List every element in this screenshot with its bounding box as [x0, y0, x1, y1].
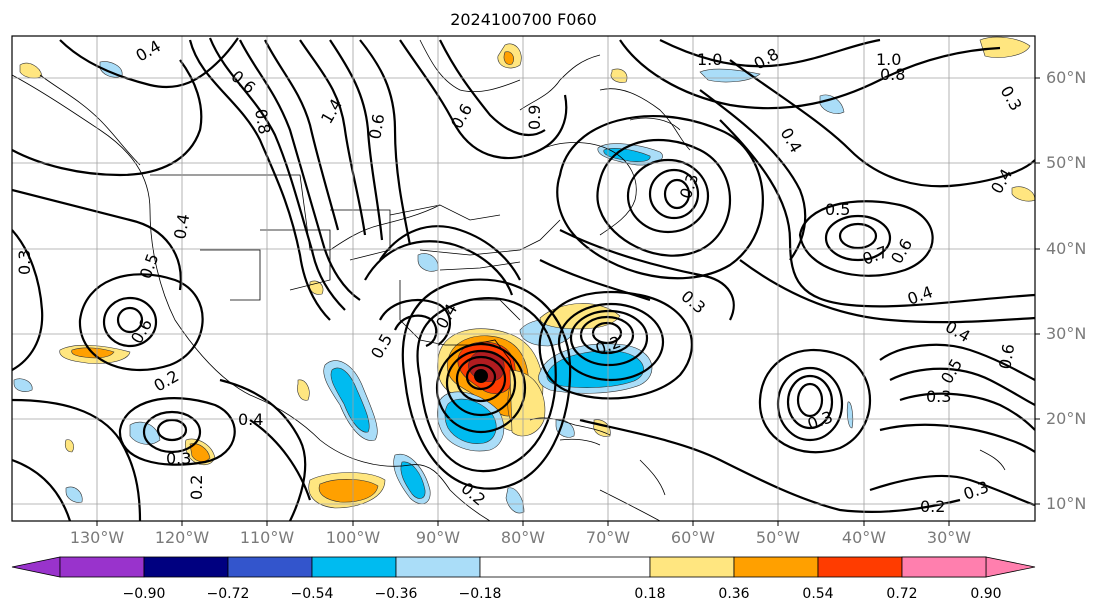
lon-label: 120°W	[154, 528, 210, 547]
colorbar-tick-label: −0.36	[374, 586, 418, 602]
contour-label: 1.0	[876, 50, 901, 69]
contour-label: 0.5	[825, 200, 850, 219]
lon-label: 110°W	[239, 528, 295, 547]
lon-label: 60°W	[670, 528, 716, 547]
plot-area	[12, 36, 1035, 521]
contour-label: 0.2	[920, 497, 945, 516]
lat-label: 20°N	[1046, 409, 1087, 428]
lon-label: 50°W	[755, 528, 801, 547]
contour-label: 0.8	[251, 107, 274, 135]
lon-label: 30°W	[926, 528, 972, 547]
lon-label: 130°W	[69, 528, 125, 547]
contour-label: 0.6	[995, 342, 1018, 370]
colorbar-tick-label: 0.72	[886, 586, 918, 602]
colorbar-tick-label: −0.18	[458, 586, 502, 602]
contour-label: 0.4	[238, 410, 263, 429]
lon-label: 80°W	[500, 528, 546, 547]
graticule	[12, 36, 1035, 521]
colorbar-tick-label: 0.54	[802, 586, 834, 602]
contour-label: 0.4	[170, 212, 193, 240]
storm-center-marker	[474, 369, 488, 383]
contour-label: 0.6	[365, 112, 388, 140]
lon-label: 70°W	[585, 528, 631, 547]
contour-label: 0.2	[187, 475, 206, 500]
contour-lines	[12, 37, 1035, 521]
coastlines	[12, 39, 1006, 521]
lon-label: 100°W	[325, 528, 381, 547]
lon-label: 90°W	[415, 528, 461, 547]
colorbar-tick-label: 0.18	[634, 586, 666, 602]
colorbar-tick-label: −0.54	[290, 586, 334, 602]
lat-label: 40°N	[1046, 239, 1087, 258]
colorbar-tick-label: 0.36	[718, 586, 750, 602]
colorbar-tick-label: 0.90	[970, 586, 1002, 602]
contour-label: 0.3	[15, 250, 34, 275]
axis-ticks	[96, 77, 1040, 526]
colorbar-tick-label: −0.72	[206, 586, 250, 602]
contour-label: 0.8	[880, 65, 905, 84]
colorbar-extend-high	[985, 556, 1036, 578]
map-title: 2024100700 F060	[450, 10, 597, 29]
colorbar-tick-label: −0.90	[122, 586, 166, 602]
contour-label: 0.9	[525, 105, 544, 130]
lon-label: 40°W	[841, 528, 887, 547]
lat-label: 10°N	[1046, 494, 1087, 513]
contour-label: 0.3	[166, 449, 191, 468]
colorbar	[11, 556, 1036, 578]
contour-label: 0.3	[926, 387, 951, 406]
contour-label: 1.0	[697, 50, 722, 69]
lat-label: 30°N	[1046, 324, 1087, 343]
colorbar-extend-low	[11, 556, 61, 578]
lat-label: 50°N	[1046, 153, 1087, 172]
lat-label: 60°N	[1046, 68, 1087, 87]
